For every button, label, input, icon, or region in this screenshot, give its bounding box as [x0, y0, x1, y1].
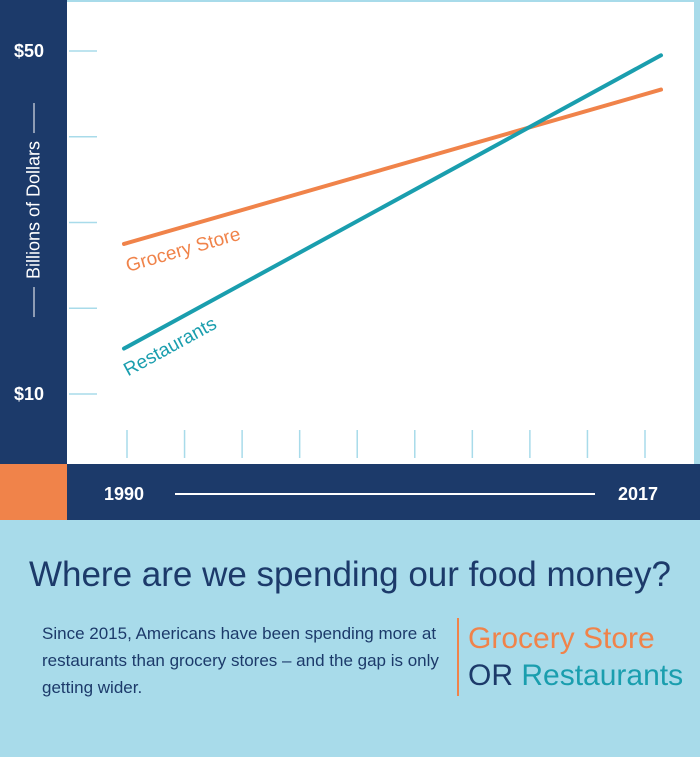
x-tick-label-end: 2017: [618, 484, 659, 504]
tagline: Grocery Store OR Restaurants: [468, 620, 683, 694]
series-label-0: Grocery Store: [124, 224, 243, 277]
tagline-grocery: Grocery Store: [468, 622, 655, 655]
headline: Where are we spending our food money?: [28, 555, 672, 594]
tagline-or: OR: [468, 659, 513, 692]
x-axis-line: [175, 493, 595, 495]
tagline-restaurants: Restaurants: [521, 659, 684, 692]
series-line-1: [122, 53, 663, 351]
y-tick-label-top: $50: [14, 41, 45, 61]
x-tick-label-start: 1990: [104, 484, 145, 504]
y-axis-band: [0, 0, 67, 464]
series-line-0: [122, 87, 663, 246]
divider: [457, 618, 459, 696]
description: Since 2015, Americans have been spending…: [42, 624, 439, 697]
x-axis-band: [67, 464, 700, 520]
y-tick-label-bottom: $10: [14, 384, 45, 404]
accent-swatch: [0, 464, 67, 520]
